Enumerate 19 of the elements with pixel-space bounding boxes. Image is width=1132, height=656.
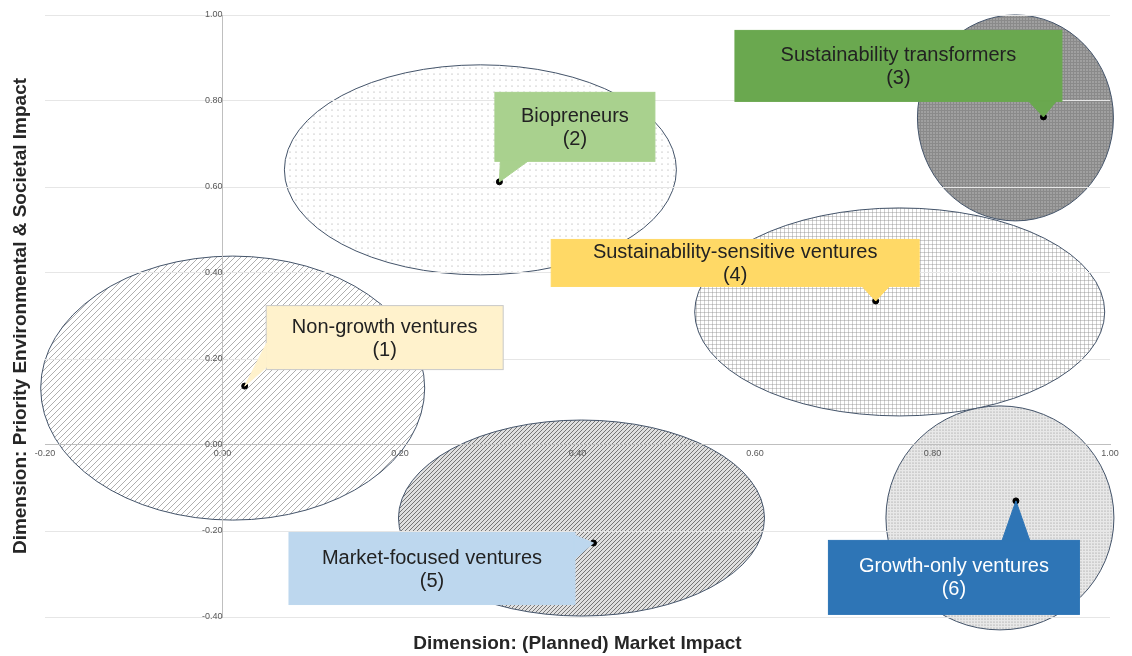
y-tick-label: 0.20 (204, 353, 223, 364)
x-tick-label: 1.00 (1101, 447, 1119, 458)
x-tick-label: -0.20 (34, 447, 56, 458)
annotation: Sustainability transformers (3) (734, 29, 1063, 102)
x-axis-title: Dimension: (Planned) Market Impact (412, 632, 743, 654)
annotation: Non-growth ventures (1) (265, 305, 504, 371)
y-tick-label: 0.40 (204, 267, 223, 278)
x-tick-label: 0.80 (923, 447, 942, 458)
annotation: Sustainability-sensitive ventures (4) (550, 238, 920, 287)
annotation: Growth-only ventures (6) (827, 539, 1080, 615)
y-tick-label: 1.00 (204, 9, 223, 20)
y-tick-label: 0.80 (204, 95, 223, 106)
y-tick-label: 0.00 (204, 439, 223, 450)
y-tick-label: 0.60 (204, 181, 223, 192)
y-axis-title: Dimension: Priority Environmental & Societal Impact (9, 76, 31, 557)
x-tick-label: 0.60 (746, 447, 764, 458)
y-tick-label: -0.40 (201, 611, 223, 622)
annotation: Biopreneurs (2) (494, 91, 656, 162)
y-tick-label: -0.20 (201, 525, 223, 536)
